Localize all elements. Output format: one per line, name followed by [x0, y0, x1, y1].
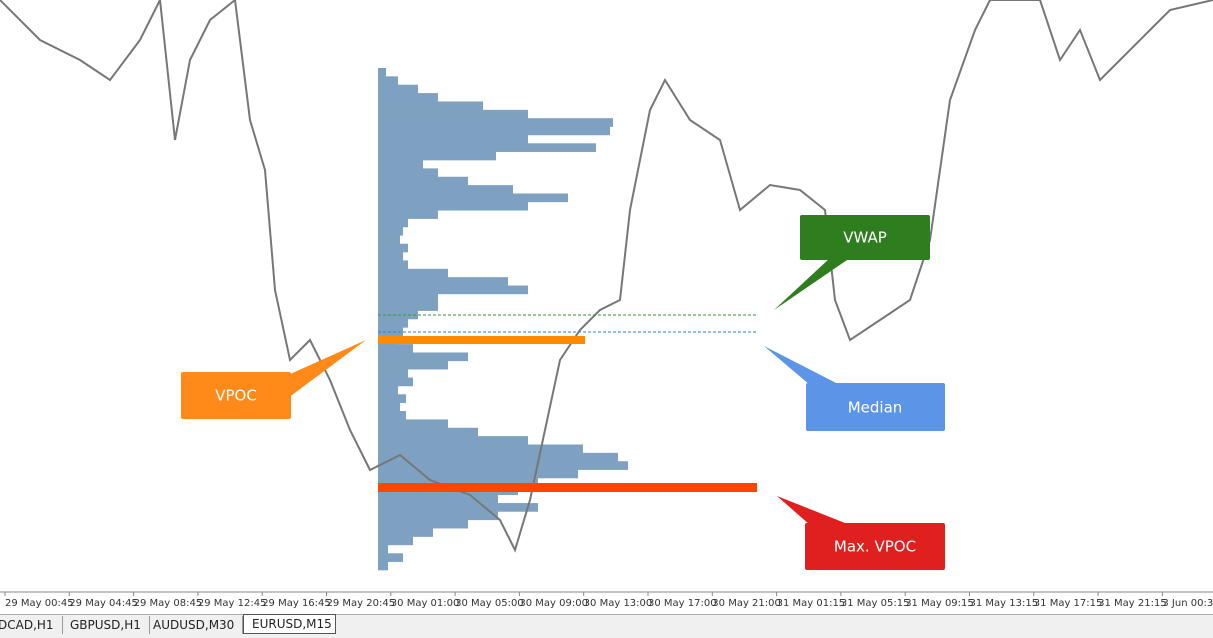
price-path: [0, 0, 1213, 553]
time-label: 29 May 16:45: [262, 598, 331, 609]
profile-bar: [378, 168, 438, 178]
profile-bar: [378, 252, 403, 261]
profile-bar: [378, 84, 418, 94]
median-label: Median: [848, 399, 903, 417]
time-label: 31 May 09:15: [905, 598, 974, 609]
profile-bar: [378, 369, 408, 378]
tab[interactable]: AUDUSD,M30: [145, 616, 244, 634]
profile-bar: [378, 352, 468, 362]
profile-bar: [378, 360, 448, 370]
vwap-callout: [800, 215, 930, 260]
max-vpoc-label: Max. VPOC: [834, 538, 916, 556]
profile-bar: [378, 452, 618, 462]
profile-bar: [378, 151, 496, 161]
time-label: 29 May 20:45: [327, 598, 396, 609]
profile-bar: [378, 134, 528, 144]
profile-bar: [378, 210, 438, 219]
time-label: 31 May 21:15: [1098, 598, 1167, 609]
max-vpoc-callout: [805, 523, 945, 570]
profile-bar: [378, 344, 413, 353]
profile-bar: [378, 519, 468, 529]
profile-bar: [378, 385, 398, 395]
time-label: 29 May 04:45: [69, 598, 138, 609]
profile-bar: [378, 444, 583, 454]
max-vpoc-pointer: [777, 496, 850, 525]
time-label: 31 May 17:15: [1034, 598, 1103, 609]
tab[interactable]: DCAD,H1: [0, 616, 63, 634]
volume-profile: [378, 68, 628, 571]
profile-bar: [378, 218, 408, 228]
profile-bar: [378, 394, 406, 403]
profile-bar: [378, 427, 478, 437]
price-chart: VWAP Median Max. VPOC VPOC 29 May 00:452…: [0, 0, 1213, 609]
profile-bar: [378, 176, 468, 186]
profile-bar: [378, 76, 398, 86]
profile-bar: [378, 411, 406, 420]
time-label: 30 May 17:00: [648, 598, 717, 609]
time-label: 3 Jun 00:30: [1162, 598, 1213, 609]
time-label: 31 May 13:15: [970, 598, 1039, 609]
time-label: 30 May 05:00: [455, 598, 524, 609]
profile-bar: [378, 461, 628, 470]
profile-bar: [378, 118, 613, 127]
time-label: 31 May 01:15: [777, 598, 846, 609]
profile-bar: [378, 419, 448, 429]
vpoc-callout: [181, 372, 291, 419]
profile-bar: [378, 285, 528, 295]
profile-bar: [378, 201, 528, 211]
profile-bar: [378, 243, 408, 253]
time-label: 30 May 21:00: [712, 598, 781, 609]
time-label: 31 May 05:15: [841, 598, 910, 609]
profile-bar: [378, 302, 438, 311]
profile-bar: [378, 235, 400, 244]
profile-bar: [378, 101, 483, 111]
profile-bar: [378, 402, 400, 412]
tab[interactable]: EURUSD,M15: [243, 614, 336, 634]
profile-bar: [378, 561, 388, 571]
time-label: 30 May 01:00: [391, 598, 460, 609]
profile-bar: [378, 109, 528, 119]
profile-bar: [378, 536, 413, 546]
time-label: 29 May 12:45: [198, 598, 267, 609]
profile-bar: [378, 377, 413, 387]
profile-bar: [378, 160, 423, 169]
time-label: 29 May 00:45: [5, 598, 74, 609]
time-label: 30 May 13:00: [584, 598, 653, 609]
median-pointer: [764, 346, 840, 385]
profile-bar: [378, 494, 498, 504]
profile-bar: [378, 436, 528, 445]
profile-bar: [378, 477, 538, 487]
tab-bar: [0, 614, 1213, 638]
profile-bar: [378, 511, 498, 521]
vpoc-label: VPOC: [215, 387, 257, 405]
profile-bar: [378, 226, 403, 236]
profile-bar: [378, 293, 438, 303]
max-vpoc-bar: [378, 483, 757, 492]
vpoc-pointer: [288, 340, 366, 398]
profile-bar: [378, 143, 596, 152]
profile-bar: [378, 277, 508, 286]
profile-bar: [378, 544, 388, 554]
profile-bar: [378, 68, 386, 77]
time-label: 30 May 09:00: [519, 598, 588, 609]
time-label: 29 May 08:45: [134, 598, 203, 609]
profile-bar: [378, 503, 538, 512]
profile-bar: [378, 528, 433, 537]
profile-bar: [378, 469, 578, 479]
profile-bar: [378, 260, 408, 270]
tab[interactable]: GBPUSD,H1: [62, 616, 150, 634]
median-callout: [806, 383, 945, 431]
profile-bar: [378, 185, 513, 194]
vpoc-bar: [378, 336, 585, 344]
profile-bar: [378, 126, 610, 136]
profile-bar: [378, 553, 403, 562]
profile-bar: [378, 268, 448, 278]
profile-bar: [378, 93, 438, 102]
vwap-pointer: [774, 258, 850, 310]
vwap-label: VWAP: [843, 229, 887, 247]
profile-bar: [378, 193, 568, 203]
profile-bar: [378, 319, 408, 328]
